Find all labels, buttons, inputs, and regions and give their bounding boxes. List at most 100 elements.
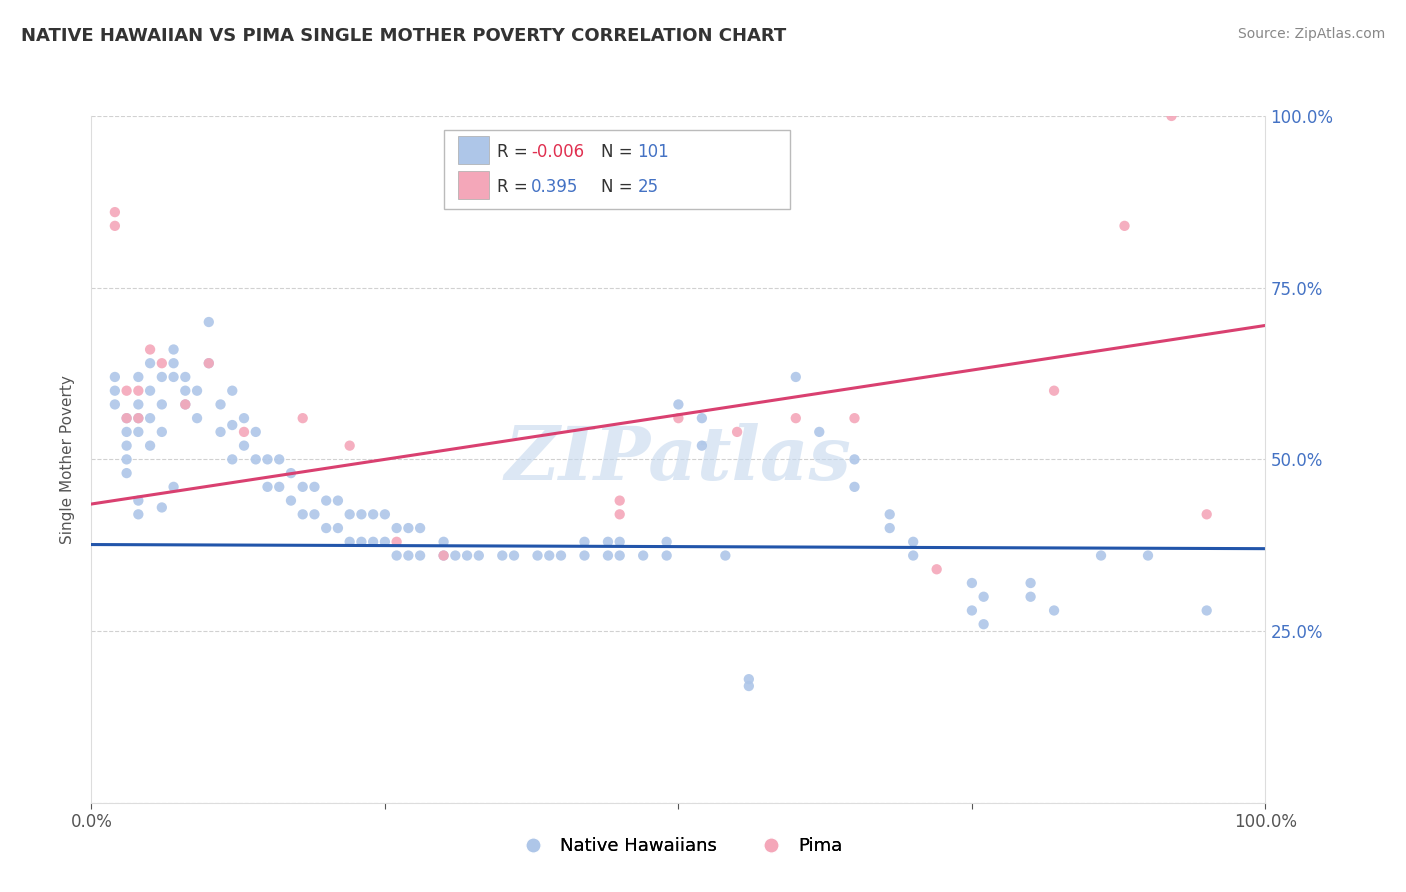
Point (139, 384, 162, 398)
Point (609, 508, 631, 522)
Point (115, 466, 138, 480)
Point (256, 480, 278, 494)
Point (596, 549, 619, 563)
Point (361, 508, 384, 522)
Point (127, 411, 149, 425)
Point (738, 679, 761, 693)
Point (162, 356, 184, 370)
Point (150, 397, 173, 411)
Point (104, 370, 127, 384)
Point (139, 411, 162, 425)
Point (233, 411, 256, 425)
Point (186, 411, 208, 425)
Point (491, 549, 513, 563)
Point (1136, 549, 1159, 563)
Point (1090, 549, 1112, 563)
Point (115, 411, 138, 425)
Point (127, 384, 149, 398)
Point (115, 452, 138, 467)
Point (901, 549, 924, 563)
Point (374, 508, 396, 522)
Point (808, 425, 831, 439)
Point (973, 590, 995, 604)
Point (304, 480, 326, 494)
Point (104, 384, 127, 398)
Text: 25: 25 (638, 178, 659, 195)
Point (127, 425, 149, 439)
Point (973, 617, 995, 632)
Point (339, 508, 361, 522)
Point (666, 397, 689, 411)
Point (221, 452, 243, 467)
Point (785, 411, 807, 425)
Point (150, 500, 173, 515)
Point (104, 397, 127, 411)
Point (127, 370, 149, 384)
Point (209, 425, 232, 439)
Point (1114, 219, 1136, 233)
Point (315, 493, 337, 508)
Point (1019, 590, 1042, 604)
Text: R =: R = (498, 178, 533, 195)
Point (139, 356, 162, 370)
Point (690, 439, 713, 453)
Y-axis label: Single Mother Poverty: Single Mother Poverty (60, 375, 76, 544)
Point (526, 549, 548, 563)
Text: NATIVE HAWAIIAN VS PIMA SINGLE MOTHER POVERTY CORRELATION CHART: NATIVE HAWAIIAN VS PIMA SINGLE MOTHER PO… (21, 27, 786, 45)
Point (468, 549, 491, 563)
Point (879, 508, 901, 522)
Point (115, 425, 138, 439)
Point (115, 411, 138, 425)
Point (1195, 603, 1218, 617)
Point (725, 425, 748, 439)
Text: R =: R = (498, 143, 533, 161)
Point (456, 549, 478, 563)
Point (127, 397, 149, 411)
Point (162, 480, 184, 494)
Text: 101: 101 (638, 143, 669, 161)
Point (960, 576, 983, 591)
Point (150, 370, 173, 384)
Point (221, 417, 243, 432)
Point (690, 411, 713, 425)
Point (221, 384, 243, 398)
Point (409, 549, 432, 563)
Point (432, 534, 454, 549)
Point (374, 534, 396, 549)
Point (127, 411, 149, 425)
Point (339, 439, 361, 453)
Point (350, 534, 373, 549)
Point (396, 521, 419, 535)
Point (385, 549, 408, 563)
Text: N =: N = (602, 143, 638, 161)
Point (304, 508, 326, 522)
Point (1043, 603, 1066, 617)
Point (280, 466, 302, 480)
Point (326, 521, 349, 535)
Point (785, 370, 807, 384)
Point (409, 521, 432, 535)
Point (209, 397, 232, 411)
Point (655, 549, 678, 563)
Point (655, 534, 678, 549)
Point (315, 521, 337, 535)
Point (714, 549, 737, 563)
Point (245, 425, 267, 439)
Text: N =: N = (602, 178, 638, 195)
Point (326, 493, 349, 508)
Point (245, 452, 267, 467)
Text: 0.395: 0.395 (531, 178, 578, 195)
Point (609, 534, 631, 549)
Point (291, 480, 314, 494)
Point (139, 343, 162, 357)
Point (631, 549, 654, 563)
Point (1043, 384, 1066, 398)
Point (396, 549, 419, 563)
Point (879, 521, 901, 535)
Point (444, 549, 467, 563)
Point (233, 425, 256, 439)
Point (269, 480, 291, 494)
Point (104, 219, 127, 233)
Point (174, 397, 197, 411)
Point (1195, 508, 1218, 522)
